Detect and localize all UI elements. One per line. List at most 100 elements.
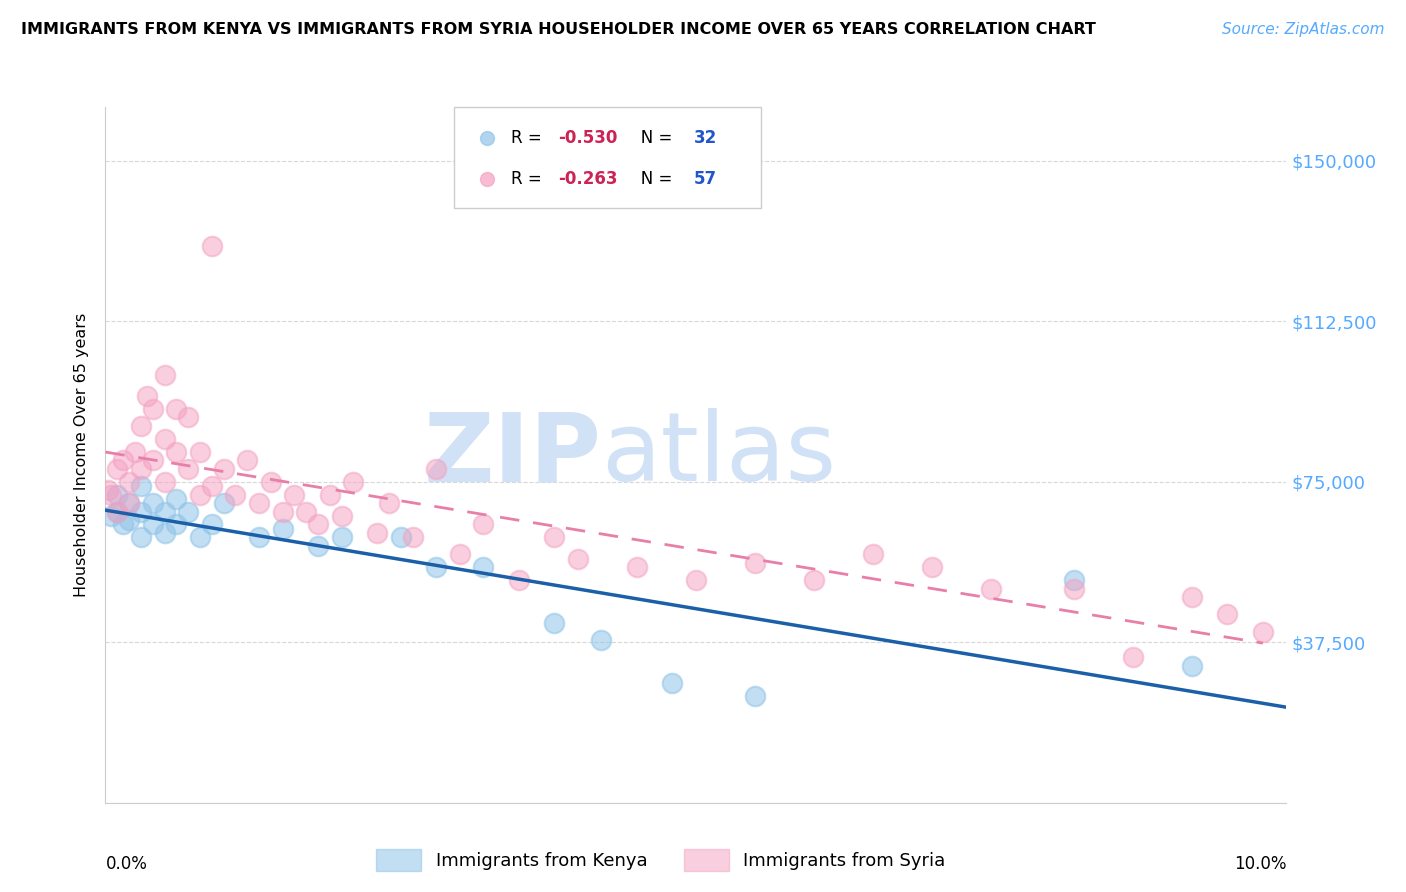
Point [366,526,388,541]
Point [129,462,152,476]
Point [100,508,122,523]
Text: atlas: atlas [602,409,837,501]
Point [260,475,283,489]
Text: R =: R = [510,129,547,147]
Point [135,389,157,403]
Point [862,548,884,562]
Y-axis label: Householder Income Over 65 years: Householder Income Over 65 years [75,313,90,597]
Point [1181,591,1204,605]
Text: IMMIGRANTS FROM KENYA VS IMMIGRANTS FROM SYRIA HOUSEHOLDER INCOME OVER 65 YEARS : IMMIGRANTS FROM KENYA VS IMMIGRANTS FROM… [21,22,1095,37]
Point [1063,582,1085,596]
Point [153,368,176,382]
Point [224,487,246,501]
Point [295,505,318,519]
Text: R =: R = [510,170,547,188]
Point [307,517,329,532]
Point [124,444,146,458]
Text: -0.530: -0.530 [558,129,617,147]
Point [1216,607,1239,622]
Point [165,491,187,506]
Text: ZIP: ZIP [423,409,602,501]
Point [236,453,259,467]
Point [508,573,530,587]
Point [129,479,152,493]
Point [165,517,187,532]
Point [271,522,294,536]
Point [330,508,353,523]
Point [271,505,294,519]
Point [142,517,165,532]
Point [105,505,128,519]
Text: 10.0%: 10.0% [1234,855,1286,873]
Point [118,475,141,489]
Point [591,633,613,648]
Point [389,530,412,544]
Point [105,505,128,519]
Point [165,444,187,458]
Point [142,496,165,510]
Point [319,487,342,501]
Point [425,462,447,476]
Point [685,573,707,587]
Point [201,239,224,253]
Point [212,496,235,510]
Point [283,487,305,501]
Point [543,615,565,630]
Point [97,483,120,498]
Point [247,530,270,544]
Point [472,560,495,574]
Point [177,505,200,519]
Point [129,505,152,519]
Point [307,539,329,553]
Point [330,530,353,544]
Text: 0.0%: 0.0% [105,855,148,873]
Point [980,582,1002,596]
Text: N =: N = [626,129,678,147]
Point [401,530,423,544]
Point [153,505,176,519]
Point [342,475,364,489]
Point [177,410,200,425]
Point [921,560,943,574]
Point [165,401,187,416]
Point [188,444,211,458]
Point [142,453,165,467]
Point [105,487,128,501]
Point [472,517,495,532]
Point [1063,573,1085,587]
Point [153,526,176,541]
Point [425,560,447,574]
Point [1181,658,1204,673]
Text: N =: N = [626,170,678,188]
Point [201,517,224,532]
Point [247,496,270,510]
Point [105,462,128,476]
Point [153,475,176,489]
Point [129,530,152,544]
FancyBboxPatch shape [454,107,761,208]
Point [449,548,471,562]
Point [201,479,224,493]
Point [378,496,401,510]
Point [142,401,165,416]
Point [744,689,766,703]
Point [212,462,235,476]
Point [567,551,589,566]
Point [118,496,141,510]
Text: Source: ZipAtlas.com: Source: ZipAtlas.com [1222,22,1385,37]
Point [188,487,211,501]
Point [1251,624,1274,639]
Point [177,462,200,476]
Point [661,676,683,690]
Legend: Immigrants from Kenya, Immigrants from Syria: Immigrants from Kenya, Immigrants from S… [368,842,953,879]
Point [118,513,141,527]
Point [118,496,141,510]
Point [112,517,135,532]
Point [100,487,122,501]
Text: 57: 57 [693,170,717,188]
Text: -0.263: -0.263 [558,170,617,188]
Point [1122,650,1144,665]
Text: 32: 32 [693,129,717,147]
Point [543,530,565,544]
Point [744,556,766,570]
